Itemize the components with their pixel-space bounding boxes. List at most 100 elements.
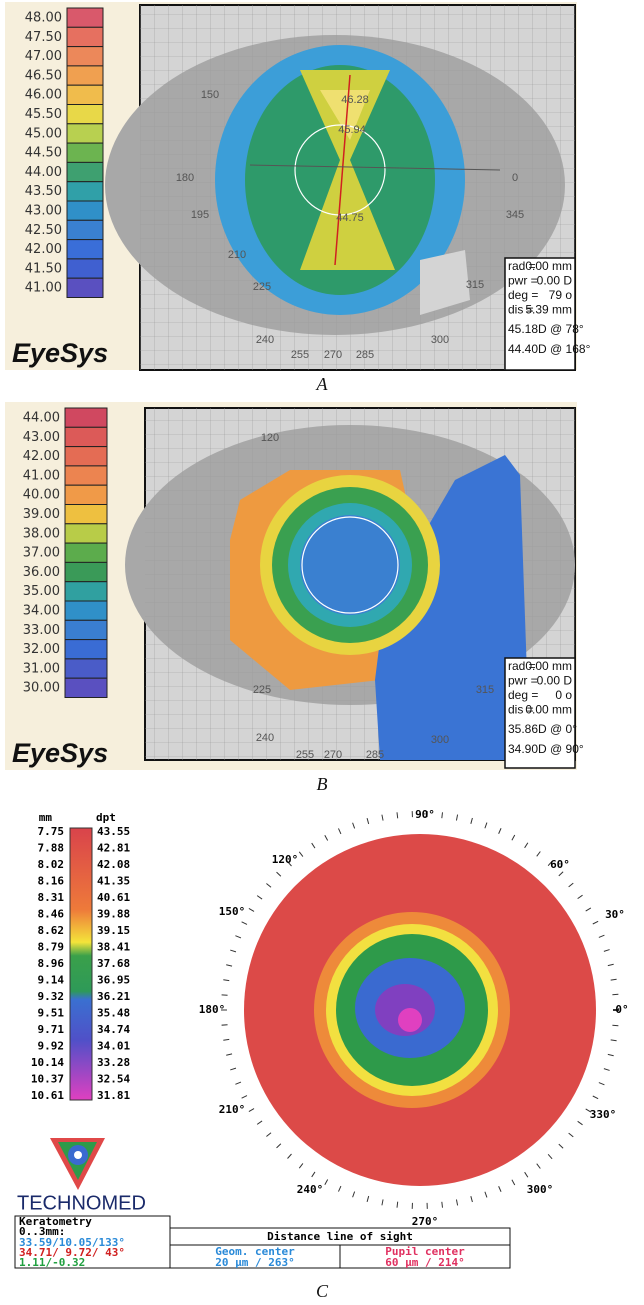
scale-swatch [67, 278, 103, 297]
dpt-label: 34.01 [97, 1040, 130, 1053]
angle-label: 285 [356, 349, 374, 361]
scale-label: 33.00 [23, 623, 60, 638]
scale-swatch [67, 259, 103, 278]
angle-label: 330° [590, 1108, 617, 1121]
scale-swatch [67, 47, 103, 66]
info-value: 5.39 mm [525, 303, 572, 317]
info-line: 34.90D @ 90° [508, 742, 584, 756]
scale-swatch [65, 562, 107, 581]
scale-label: 42.00 [23, 449, 60, 464]
caption: A [316, 374, 329, 394]
mm-label: 8.62 [38, 924, 65, 937]
angle-label: 120° [272, 853, 299, 866]
info-value: 0.00 D [537, 274, 573, 288]
dpt-label: 36.95 [97, 974, 130, 987]
scale-label: 44.00 [23, 411, 60, 426]
info-value: 0.00 mm [525, 659, 572, 673]
scale-swatch [65, 582, 107, 601]
angle-label: 300 [431, 334, 449, 346]
dpt-label: 43.55 [97, 825, 130, 838]
los-value: 60 µm / 214° [385, 1256, 464, 1269]
mm-label: 8.79 [38, 941, 65, 954]
angle-label: 315 [466, 279, 484, 291]
scale-swatch [67, 220, 103, 239]
los-value: 20 µm / 263° [215, 1256, 294, 1269]
scale-swatch [65, 466, 107, 485]
dpt-label: 38.41 [97, 941, 130, 954]
scale-swatch [67, 8, 103, 27]
scale-swatch [65, 485, 107, 504]
scale-label: 39.00 [23, 507, 60, 522]
angle-label: 270° [412, 1215, 439, 1228]
mm-label: 8.16 [38, 875, 65, 888]
info-value: 0.00 mm [525, 703, 572, 717]
scale-swatch [65, 659, 107, 678]
scale-swatch [67, 201, 103, 220]
scale-label: 32.00 [23, 642, 60, 657]
dpt-label: 35.48 [97, 1007, 130, 1020]
mm-header: mm [39, 811, 53, 824]
scale-label: 44.00 [25, 165, 62, 180]
scale-label: 45.00 [25, 126, 62, 141]
scale-label: 38.00 [23, 526, 60, 541]
scale-label: 40.00 [23, 488, 60, 503]
los-title: Distance line of sight [267, 1230, 413, 1243]
map-label: 46.28 [341, 94, 369, 106]
dpt-label: 40.61 [97, 891, 130, 904]
angle-label: 180 [176, 172, 194, 184]
caption: B [317, 774, 328, 794]
angle-label: 240 [256, 334, 274, 346]
angle-label: 285 [366, 749, 384, 761]
angle-label: 195 [191, 209, 209, 221]
angle-label: 300 [431, 734, 449, 746]
logo: TECHNOMED [17, 1192, 146, 1214]
scale-swatch [65, 601, 107, 620]
scale-label: 45.50 [25, 107, 62, 122]
info-line: 35.86D @ 0° [508, 722, 577, 736]
scale-swatch [65, 408, 107, 427]
figure: 48.0047.5047.0046.5046.0045.5045.0044.50… [0, 0, 644, 1305]
angle-label: 225 [253, 281, 271, 293]
mm-label: 8.31 [38, 891, 65, 904]
mm-label: 7.75 [38, 825, 65, 838]
scale-label: 43.00 [25, 204, 62, 219]
scale-swatch [67, 105, 103, 124]
mm-label: 9.32 [38, 990, 65, 1003]
mm-label: 9.51 [38, 1007, 65, 1020]
scale-label: 41.00 [25, 281, 62, 296]
mm-label: 8.46 [38, 908, 65, 921]
scale-swatch [65, 524, 107, 543]
mm-label: 9.71 [38, 1023, 65, 1036]
scale-swatch [67, 182, 103, 201]
map-label: 44.75 [336, 212, 364, 224]
scale-swatch [65, 620, 107, 639]
info-key: deg = [508, 288, 538, 302]
scale-swatch [65, 505, 107, 524]
scale-swatch [67, 27, 103, 46]
scale-label: 34.00 [23, 604, 60, 619]
dpt-label: 41.35 [97, 875, 130, 888]
dpt-label: 39.88 [97, 908, 130, 921]
mm-label: 8.02 [38, 858, 65, 871]
scale-swatch [65, 427, 107, 446]
dpt-label: 39.15 [97, 924, 130, 937]
dpt-label: 42.81 [97, 842, 130, 855]
angle-label: 240° [297, 1183, 324, 1196]
info-value: 79 o [549, 288, 573, 302]
angle-label: 225 [253, 684, 271, 696]
info-key: pwr = [508, 674, 538, 688]
info-value: 0.00 D [537, 674, 573, 688]
mm-label: 10.61 [31, 1089, 64, 1102]
scale-label: 37.00 [23, 546, 60, 561]
mm-label: 10.14 [31, 1056, 64, 1069]
scale-label: 41.50 [25, 261, 62, 276]
scale-label: 35.00 [23, 584, 60, 599]
scale-swatch [65, 447, 107, 466]
angle-label: 210 [228, 249, 246, 261]
angle-label: 270 [324, 349, 342, 361]
angle-label: 315 [476, 684, 494, 696]
mm-label: 10.37 [31, 1073, 64, 1086]
angle-label: 270 [324, 749, 342, 761]
logo: EyeSys [12, 338, 108, 368]
scale-label: 43.50 [25, 184, 62, 199]
